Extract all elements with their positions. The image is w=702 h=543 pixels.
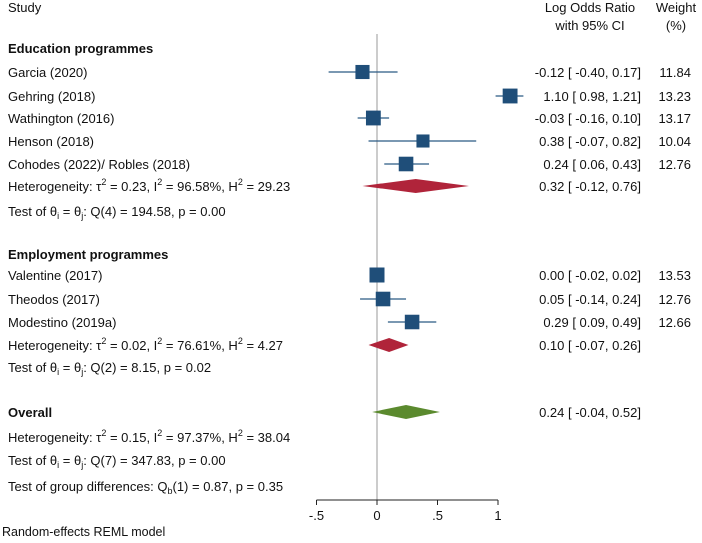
study-label: Garcia (2020) xyxy=(8,65,87,80)
subgroup-title: Employment programmes xyxy=(8,247,168,262)
study-marker xyxy=(369,267,385,283)
study-marker xyxy=(398,156,414,172)
weight-text: 12.66 xyxy=(658,315,691,330)
study-label: Theodos (2017) xyxy=(8,292,100,307)
overall-title: Overall xyxy=(8,405,52,420)
column-header-study: Study xyxy=(8,0,42,15)
column-header-weight-unit: (%) xyxy=(666,18,686,33)
study-label: Wathington (2016) xyxy=(8,111,114,126)
subgroup-title: Education programmes xyxy=(8,41,153,56)
group-differences-test: Test of group differences: Qb(1) = 0.87,… xyxy=(8,479,283,496)
weight-text: 13.53 xyxy=(658,268,691,283)
x-tick-label: 1 xyxy=(494,508,501,523)
effect-ci-text: 0.24 [ 0.06, 0.43] xyxy=(543,157,641,172)
weight-text: 10.04 xyxy=(658,134,691,149)
pooled-ci-text: 0.32 [ -0.12, 0.76] xyxy=(539,179,641,194)
study-label: Gehring (2018) xyxy=(8,89,95,104)
effect-ci-text: 0.29 [ 0.09, 0.49] xyxy=(543,315,641,330)
study-marker xyxy=(416,134,430,148)
study-label: Cohodes (2022)/ Robles (2018) xyxy=(8,157,190,172)
study-label: Modestino (2019a) xyxy=(8,315,116,330)
study-marker xyxy=(404,314,420,330)
x-tick-label: -.5 xyxy=(309,508,324,523)
effect-ci-text: 0.05 [ -0.14, 0.24] xyxy=(539,292,641,307)
overall-pooled-diamond xyxy=(372,405,440,419)
study-marker xyxy=(355,64,370,80)
overall-heterogeneity: Heterogeneity: τ2 = 0.15, I2 = 97.37%, H… xyxy=(8,428,290,445)
study-label: Henson (2018) xyxy=(8,134,94,149)
pooled-ci-text: 0.10 [ -0.07, 0.26] xyxy=(539,338,641,353)
weight-text: 13.17 xyxy=(658,111,691,126)
pooled-ci-text: 0.24 [ -0.04, 0.52] xyxy=(539,405,641,420)
x-tick-label: .5 xyxy=(432,508,443,523)
study-marker xyxy=(365,110,381,126)
model-footnote: Random-effects REML model xyxy=(2,525,165,539)
study-label: Valentine (2017) xyxy=(8,268,102,283)
subgroup-heterogeneity: Heterogeneity: τ2 = 0.02, I2 = 76.61%, H… xyxy=(8,336,283,353)
effect-ci-text: -0.03 [ -0.16, 0.10] xyxy=(535,111,641,126)
study-marker xyxy=(375,291,391,307)
effect-ci-text: 1.10 [ 0.98, 1.21] xyxy=(543,89,641,104)
weight-text: 11.84 xyxy=(659,65,691,80)
subgroup-heterogeneity: Heterogeneity: τ2 = 0.23, I2 = 96.58%, H… xyxy=(8,177,290,194)
column-header-effect: Log Odds Ratio xyxy=(545,0,635,15)
subgroup-pooled-diamond xyxy=(368,338,409,352)
subgroup-homogeneity-test: Test of θi = θj: Q(2) = 8.15, p = 0.02 xyxy=(8,360,211,377)
effect-ci-text: 0.38 [ -0.07, 0.82] xyxy=(539,134,641,149)
weight-text: 12.76 xyxy=(658,292,691,307)
effect-ci-text: 0.00 [ -0.02, 0.02] xyxy=(539,268,641,283)
column-header-ci: with 95% CI xyxy=(554,18,624,33)
column-header-weight: Weight xyxy=(656,0,697,15)
study-marker xyxy=(502,88,518,104)
weight-text: 13.23 xyxy=(658,89,691,104)
subgroup-homogeneity-test: Test of θi = θj: Q(4) = 194.58, p = 0.00 xyxy=(8,204,226,221)
overall-homogeneity-test: Test of θi = θj: Q(7) = 347.83, p = 0.00 xyxy=(8,453,226,470)
effect-ci-text: -0.12 [ -0.40, 0.17] xyxy=(535,65,641,80)
weight-text: 12.76 xyxy=(658,157,691,172)
subgroup-pooled-diamond xyxy=(362,179,469,193)
x-tick-label: 0 xyxy=(373,508,380,523)
